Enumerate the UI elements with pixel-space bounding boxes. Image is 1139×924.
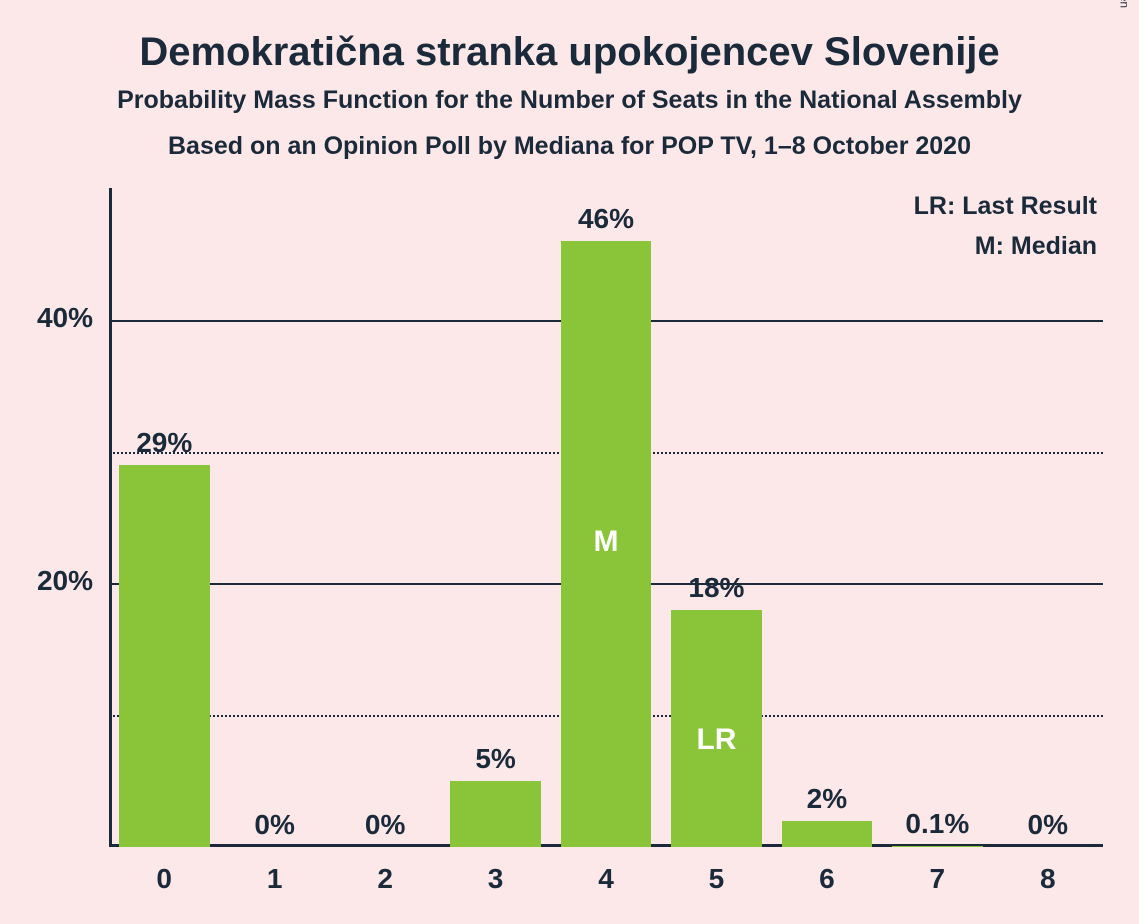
y-tick-label: 20% [37,565,93,597]
copyright-label: © 2020 Filip van Laenen [1117,0,1131,8]
legend-m: M: Median [975,232,1097,261]
bar-value-label: 2% [807,783,847,815]
x-tick-label: 1 [267,863,283,895]
x-tick-label: 8 [1040,863,1056,895]
x-tick-label: 5 [709,863,725,895]
x-tick-label: 4 [598,863,614,895]
bar-marker: M [594,525,619,559]
bar [892,846,983,847]
bar-value-label: 5% [475,743,515,775]
chart-area: 20%40%01234567829%0%0%5%46%M18%LR2%0.1%0… [109,188,1103,847]
bar [450,781,541,847]
bar-value-label: 0% [365,809,405,841]
x-tick-label: 0 [156,863,172,895]
bar-value-label: 0% [254,809,294,841]
x-tick-label: 6 [819,863,835,895]
bar-value-label: 0.1% [905,808,969,840]
chart-subtitle-2: Based on an Opinion Poll by Mediana for … [0,132,1139,161]
bar [782,821,873,847]
x-tick-label: 2 [377,863,393,895]
legend-lr: LR: Last Result [914,192,1097,221]
y-axis [109,188,112,847]
x-tick-label: 7 [930,863,946,895]
chart-title: Demokratična stranka upokojencev Sloveni… [0,30,1139,75]
x-tick-label: 3 [488,863,504,895]
bar [119,465,210,847]
bar-value-label: 0% [1028,809,1068,841]
chart-subtitle-1: Probability Mass Function for the Number… [0,86,1139,115]
bar-value-label: 46% [578,203,634,235]
bar-marker: LR [696,723,736,757]
bar-value-label: 29% [136,427,192,459]
plot-area: 20%40%01234567829%0%0%5%46%M18%LR2%0.1%0… [109,188,1103,847]
y-tick-label: 40% [37,302,93,334]
bar-value-label: 18% [688,572,744,604]
